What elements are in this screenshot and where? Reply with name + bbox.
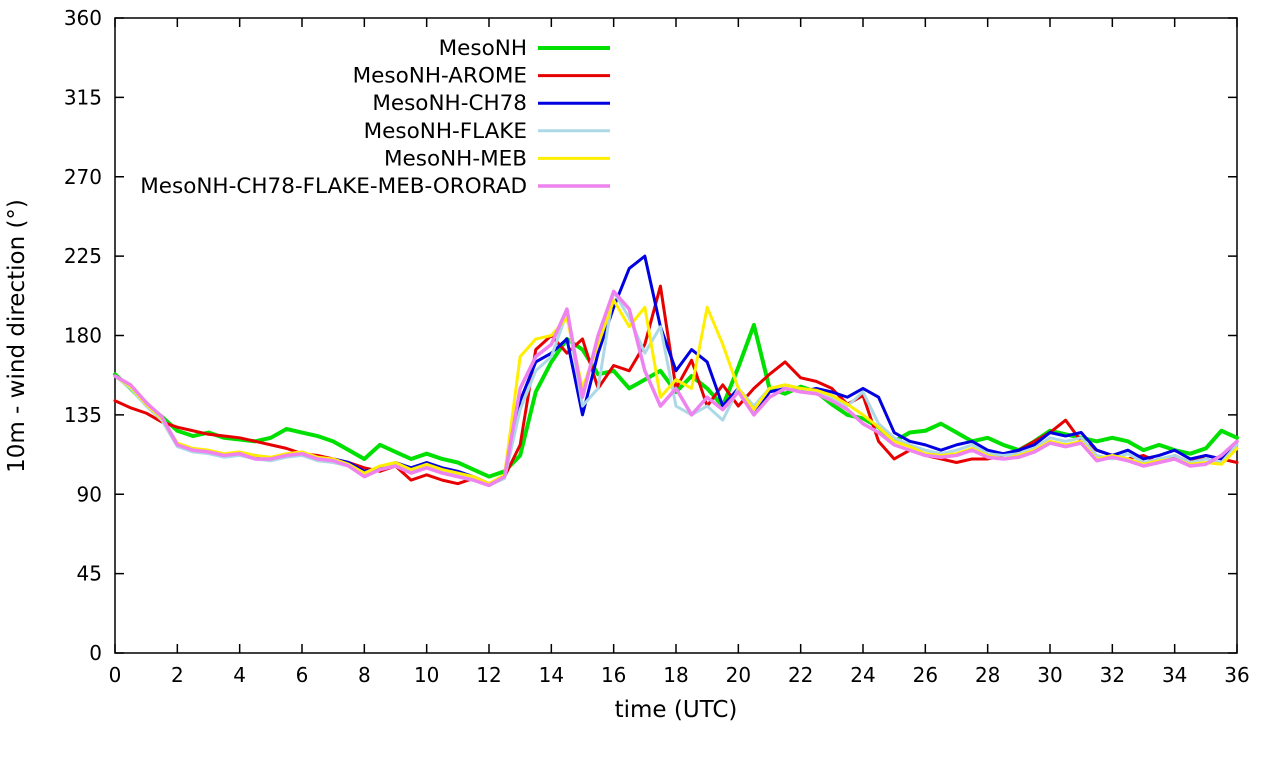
- y-tick-label: 360: [64, 6, 102, 30]
- x-tick-label: 34: [1162, 663, 1187, 687]
- x-tick-label: 14: [539, 663, 564, 687]
- x-tick-label: 12: [476, 663, 501, 687]
- x-tick-label: 18: [663, 663, 688, 687]
- legend-item: MesoNH-AROME: [353, 64, 610, 89]
- x-tick-label: 0: [109, 663, 122, 687]
- x-tick-label: 22: [788, 663, 813, 687]
- legend-label: MesoNH-FLAKE: [364, 119, 527, 144]
- x-tick-label: 26: [913, 663, 938, 687]
- plot-layer: 0 2 4 6 8 10 12 14 16 18 20 22 24 26 28 30 32 34 360459013…: [64, 6, 1250, 687]
- y-tick-label: 180: [64, 324, 102, 348]
- x-tick-label: 30: [1037, 663, 1062, 687]
- x-tick-label: 24: [850, 663, 875, 687]
- x-tick-label: 36: [1224, 663, 1249, 687]
- x-tick-label: 2: [171, 663, 184, 687]
- x-tick-label: 28: [975, 663, 1000, 687]
- legend-item: MesoNH-FLAKE: [364, 119, 610, 144]
- x-tick-label: 16: [601, 663, 626, 687]
- y-tick-label: 0: [89, 641, 102, 665]
- series-line-mesonh-meb: [113, 298, 1239, 486]
- x-axis-label: time (UTC): [615, 697, 738, 723]
- x-tick-label: 4: [233, 663, 246, 687]
- y-tick-label: 270: [64, 165, 102, 189]
- x-tick-label: 32: [1100, 663, 1125, 687]
- plot-border: [114, 17, 1238, 654]
- legend-item: MesoNH-CH78: [372, 91, 610, 116]
- series-line-mesonh-ch78-flake-meb-ororad: [113, 289, 1239, 488]
- y-tick-label: 225: [64, 244, 102, 268]
- x-tick-label: 8: [358, 663, 371, 687]
- legend-item: MesoNH: [439, 36, 610, 61]
- x-tick-label: 6: [296, 663, 309, 687]
- y-tick-label: 90: [77, 482, 102, 506]
- legend-label: MesoNH: [439, 36, 527, 61]
- x-tick-label: 10: [414, 663, 439, 687]
- legend-label: MesoNH-AROME: [353, 64, 527, 89]
- legend-item: MesoNH-CH78-FLAKE-MEB-ORORAD: [140, 174, 610, 199]
- legend-item: MesoNH-MEB: [384, 146, 610, 171]
- legend-label: MesoNH-CH78: [372, 91, 527, 116]
- x-tick-label: 20: [726, 663, 751, 687]
- y-tick-label: 45: [77, 562, 102, 586]
- y-tick-label: 135: [64, 403, 102, 427]
- series-line-mesonh-ch78: [113, 254, 1239, 486]
- legend-label: MesoNH-MEB: [384, 146, 527, 171]
- y-tick-label: 315: [64, 85, 102, 109]
- legend-label: MesoNH-CH78-FLAKE-MEB-ORORAD: [140, 174, 527, 199]
- y-axis-label: 10m - wind direction (°): [4, 199, 30, 473]
